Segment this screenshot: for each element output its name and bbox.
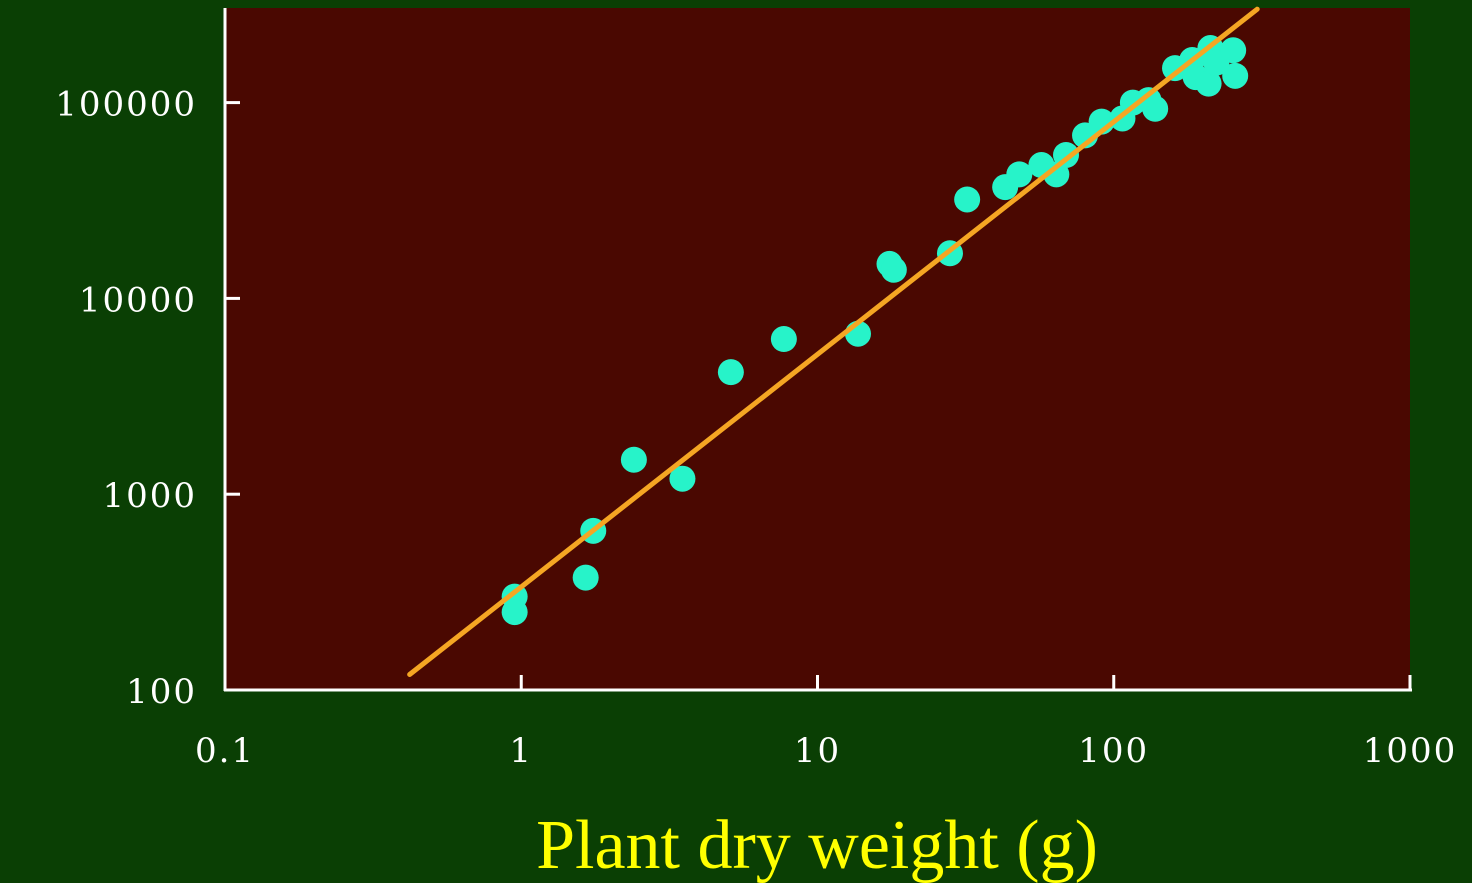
- plot-area: [225, 8, 1410, 690]
- x-tick-label: 10: [794, 731, 841, 771]
- data-point: [1220, 37, 1247, 64]
- y-tick-label: 10000: [79, 280, 197, 320]
- x-ticks: 0.1 1 10 100 1000: [195, 675, 1458, 771]
- x-tick-label: 0.1: [195, 731, 255, 771]
- data-point: [501, 599, 528, 626]
- data-point: [717, 359, 744, 386]
- data-point: [1043, 161, 1070, 188]
- data-point: [1006, 161, 1033, 188]
- fit-line-layer: [407, 6, 1260, 677]
- y-tick-label: 100000: [55, 85, 197, 125]
- x-axis-title: Plant dry weight (g): [536, 807, 1098, 883]
- y-tick-label: 1000: [102, 476, 197, 516]
- y-ticks: 100 1000 10000 100000: [55, 85, 240, 712]
- data-point: [572, 564, 599, 591]
- x-tick-label: 100: [1078, 731, 1149, 771]
- data-point: [770, 326, 797, 353]
- data-point: [1195, 70, 1222, 97]
- y-tick-label: 100: [126, 672, 197, 712]
- data-point: [954, 186, 981, 213]
- x-tick-label: 1: [509, 731, 533, 771]
- data-point: [620, 446, 647, 473]
- data-point: [1222, 62, 1249, 89]
- data-point: [669, 465, 696, 492]
- fit-line: [407, 6, 1260, 677]
- x-tick-label: 1000: [1363, 731, 1458, 771]
- data-point: [1142, 95, 1169, 122]
- data-point: [880, 256, 907, 283]
